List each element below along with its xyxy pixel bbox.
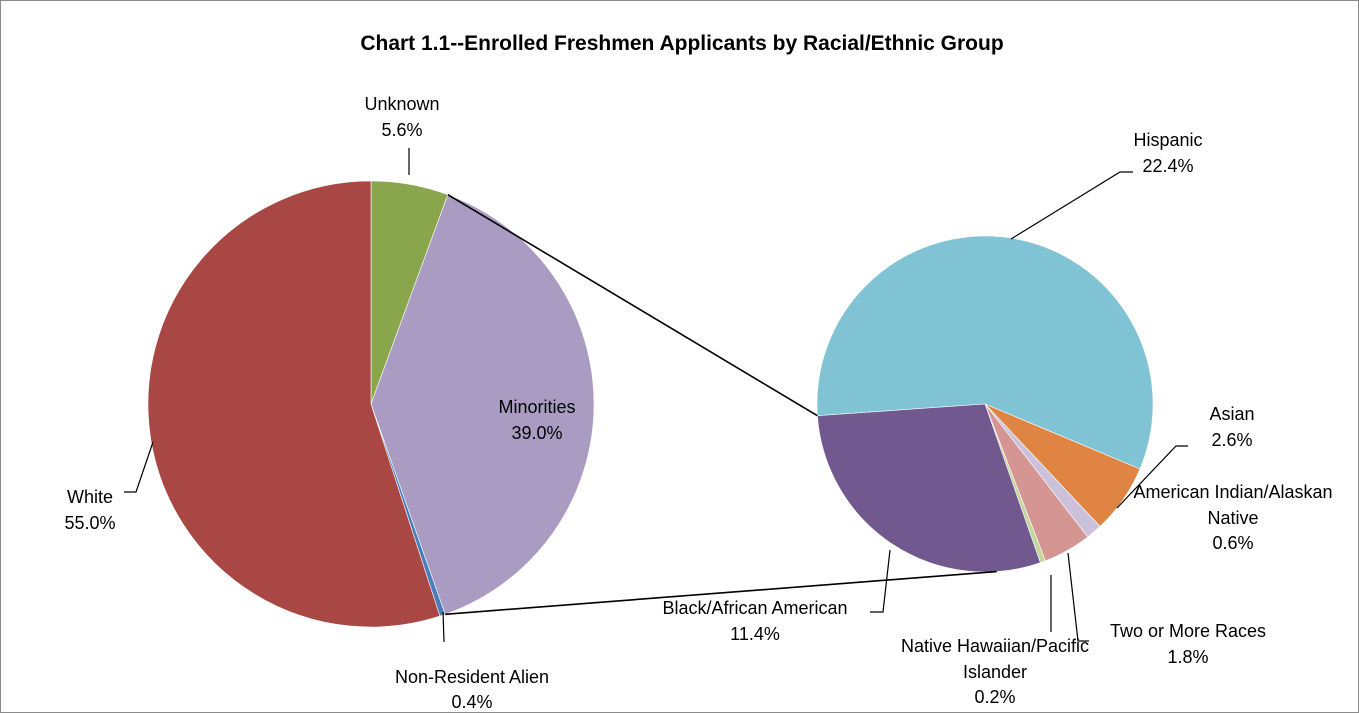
leader-black	[870, 549, 891, 613]
label-unknown-name: Unknown	[364, 94, 439, 114]
main-pie	[147, 180, 595, 628]
label-asian: Asian 2.6%	[1209, 404, 1254, 450]
label-native-hawaiian-line1: Native Hawaiian/Pacific	[901, 636, 1089, 656]
label-american-indian-value: 0.6%	[1212, 533, 1253, 553]
label-black-value: 11.4%	[730, 624, 780, 644]
label-hispanic-name: Hispanic	[1133, 130, 1202, 150]
leader-two-or-more	[1067, 552, 1089, 642]
label-black-name: Black/African American	[662, 598, 847, 618]
label-american-indian: American Indian/Alaskan Native 0.6%	[1133, 482, 1332, 553]
leader-lines	[124, 148, 1188, 643]
slice-minorities	[370, 194, 595, 615]
label-unknown-value: 5.6%	[381, 120, 422, 140]
label-nra-name: Non-Resident Alien	[395, 667, 549, 687]
chart-title: Chart 1.1--Enrolled Freshmen Applicants …	[360, 32, 1003, 55]
leader-white	[124, 441, 154, 493]
label-minorities: Minorities 39.0%	[498, 397, 575, 443]
label-american-indian-line1: American Indian/Alaskan	[1133, 482, 1332, 502]
label-white: White 55.0%	[64, 487, 115, 533]
label-minorities-value: 39.0%	[511, 423, 562, 443]
leader-asian	[1116, 445, 1188, 509]
label-white-name: White	[67, 487, 113, 507]
label-minorities-name: Minorities	[498, 397, 575, 417]
label-nra-value: 0.4%	[451, 692, 492, 712]
label-non-resident-alien: Non-Resident Alien 0.4%	[395, 667, 549, 712]
slice-black-african-american	[817, 403, 1041, 573]
label-american-indian-line2: Native	[1207, 508, 1258, 528]
label-native-hawaiian-line2: Islander	[963, 662, 1027, 682]
breakdown-pie	[816, 235, 1154, 573]
label-native-hawaiian-value: 0.2%	[974, 687, 1015, 707]
leader-hispanic	[1010, 171, 1133, 240]
label-hispanic-value: 22.4%	[1142, 156, 1193, 176]
label-two-or-more: Two or More Races 1.8%	[1110, 621, 1266, 667]
leader-nra	[442, 611, 445, 643]
connector-bottom	[445, 570, 997, 616]
label-black: Black/African American 11.4%	[662, 598, 847, 644]
connector-top	[447, 193, 818, 417]
label-asian-name: Asian	[1209, 404, 1254, 424]
label-hispanic: Hispanic 22.4%	[1133, 130, 1202, 176]
label-white-value: 55.0%	[64, 513, 115, 533]
label-unknown: Unknown 5.6%	[364, 94, 439, 140]
label-two-or-more-value: 1.8%	[1167, 647, 1208, 667]
label-native-hawaiian: Native Hawaiian/Pacific Islander 0.2%	[901, 636, 1089, 707]
label-two-or-more-name: Two or More Races	[1110, 621, 1266, 641]
label-asian-value: 2.6%	[1211, 430, 1252, 450]
connector-lines	[445, 193, 997, 616]
slice-white	[147, 180, 441, 628]
